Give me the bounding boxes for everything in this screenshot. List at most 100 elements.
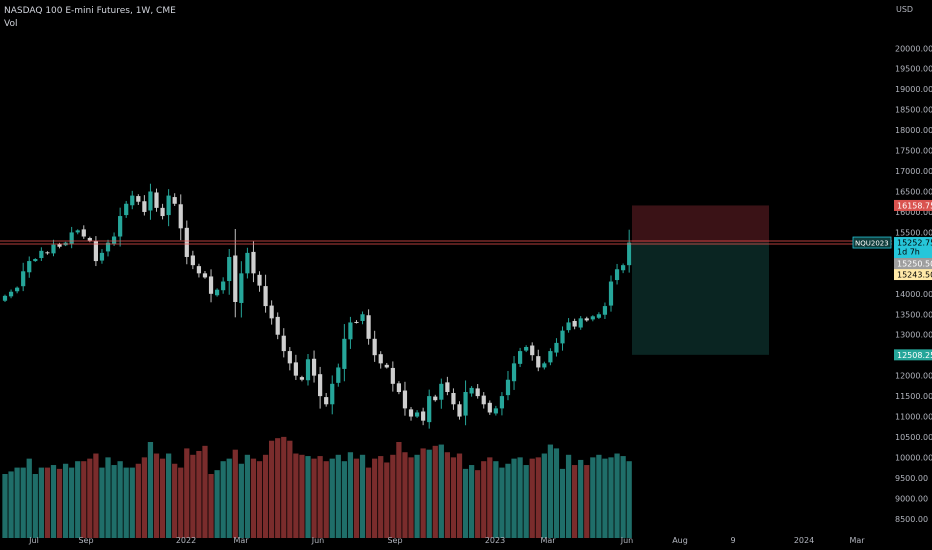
- candle-body[interactable]: [148, 191, 153, 211]
- candle-body[interactable]: [215, 289, 220, 296]
- candle-body[interactable]: [348, 322, 353, 340]
- candle-body[interactable]: [414, 412, 420, 417]
- candle-body[interactable]: [39, 250, 44, 259]
- candle-body[interactable]: [87, 237, 92, 241]
- candle-body[interactable]: [366, 315, 371, 339]
- candle-body[interactable]: [154, 192, 159, 208]
- candle-body[interactable]: [15, 287, 20, 292]
- candle-body[interactable]: [142, 201, 147, 212]
- candle-body[interactable]: [457, 404, 462, 417]
- volume-indicator-label[interactable]: Vol: [4, 19, 18, 29]
- candle-body[interactable]: [227, 256, 232, 282]
- candle-body[interactable]: [178, 204, 183, 229]
- candle-body[interactable]: [439, 383, 444, 400]
- candle-body[interactable]: [293, 362, 298, 376]
- candle-body[interactable]: [548, 351, 553, 363]
- candle-body[interactable]: [75, 230, 80, 233]
- candle-body[interactable]: [2, 295, 8, 301]
- candle-body[interactable]: [433, 396, 438, 401]
- take-profit-zone[interactable]: [632, 242, 769, 355]
- candle-body[interactable]: [263, 286, 268, 307]
- candle-body[interactable]: [524, 346, 529, 351]
- candle-body[interactable]: [105, 242, 111, 252]
- candle-body[interactable]: [221, 281, 226, 291]
- candle-body[interactable]: [536, 356, 541, 368]
- candle-body[interactable]: [81, 229, 86, 237]
- candle-body[interactable]: [190, 255, 195, 266]
- candle-body[interactable]: [499, 396, 505, 409]
- candle-body[interactable]: [184, 227, 189, 257]
- candle-body[interactable]: [372, 338, 377, 356]
- candle-body[interactable]: [233, 255, 238, 302]
- stop-loss-zone[interactable]: [632, 205, 769, 243]
- candle-body[interactable]: [342, 338, 347, 369]
- candle-body[interactable]: [130, 195, 135, 206]
- candle-body[interactable]: [566, 322, 571, 331]
- candle-body[interactable]: [239, 273, 244, 303]
- candle-body[interactable]: [505, 379, 511, 396]
- candle-body[interactable]: [518, 351, 523, 364]
- candle-body[interactable]: [463, 392, 468, 416]
- candle-body[interactable]: [572, 320, 577, 327]
- candle-body[interactable]: [202, 273, 208, 278]
- candle-body[interactable]: [608, 281, 614, 306]
- candle-body[interactable]: [511, 363, 517, 382]
- candle-body[interactable]: [111, 236, 117, 244]
- candle-body[interactable]: [402, 390, 408, 409]
- candle-body[interactable]: [360, 314, 365, 321]
- candle-body[interactable]: [330, 383, 335, 405]
- candle-body[interactable]: [51, 244, 56, 254]
- candle-body[interactable]: [318, 374, 323, 397]
- candle-body[interactable]: [27, 261, 32, 273]
- candle-body[interactable]: [427, 396, 432, 423]
- candle-body[interactable]: [33, 259, 38, 262]
- candle-body[interactable]: [621, 265, 626, 271]
- candle-body[interactable]: [487, 402, 492, 413]
- candle-body[interactable]: [324, 397, 329, 405]
- candle-body[interactable]: [257, 274, 262, 286]
- candle-body[interactable]: [554, 342, 559, 353]
- candle-body[interactable]: [384, 364, 389, 368]
- candle-body[interactable]: [445, 382, 450, 393]
- candle-body[interactable]: [421, 411, 426, 421]
- candle-body[interactable]: [99, 252, 105, 261]
- candle-body[interactable]: [493, 408, 498, 414]
- candle-body[interactable]: [172, 197, 177, 204]
- candle-body[interactable]: [251, 251, 256, 274]
- candle-body[interactable]: [160, 207, 165, 217]
- candle-body[interactable]: [542, 363, 547, 368]
- candle-body[interactable]: [530, 345, 535, 356]
- candle-body[interactable]: [584, 318, 589, 321]
- candle-body[interactable]: [269, 305, 274, 319]
- candle-body[interactable]: [136, 196, 141, 202]
- candle-body[interactable]: [481, 395, 486, 405]
- candle-body[interactable]: [8, 291, 14, 297]
- candle-body[interactable]: [299, 377, 305, 380]
- candle-body[interactable]: [21, 271, 26, 287]
- candle-body[interactable]: [396, 383, 401, 393]
- candle-body[interactable]: [408, 409, 414, 417]
- candle-body[interactable]: [208, 276, 214, 294]
- candle-body[interactable]: [578, 318, 583, 328]
- candle-body[interactable]: [354, 321, 359, 323]
- candle-body[interactable]: [118, 216, 123, 237]
- candle-body[interactable]: [336, 367, 341, 383]
- candle-body[interactable]: [166, 195, 171, 216]
- symbol-tag[interactable]: NQU2023: [855, 240, 889, 248]
- candle-body[interactable]: [602, 306, 608, 315]
- candle-body[interactable]: [596, 314, 601, 318]
- candle-body[interactable]: [390, 367, 395, 384]
- candle-body[interactable]: [311, 358, 317, 376]
- candle-body[interactable]: [560, 330, 565, 344]
- candle-body[interactable]: [378, 354, 383, 364]
- candle-body[interactable]: [245, 252, 250, 274]
- candle-body[interactable]: [124, 203, 129, 216]
- candle-body[interactable]: [69, 232, 74, 244]
- symbol-title[interactable]: NASDAQ 100 E-mini Futures, 1W, CME: [4, 6, 176, 16]
- candle-body[interactable]: [275, 316, 280, 335]
- candle-body[interactable]: [281, 335, 286, 352]
- candle-body[interactable]: [590, 316, 595, 320]
- candle-body[interactable]: [196, 266, 202, 274]
- candle-body[interactable]: [451, 392, 456, 405]
